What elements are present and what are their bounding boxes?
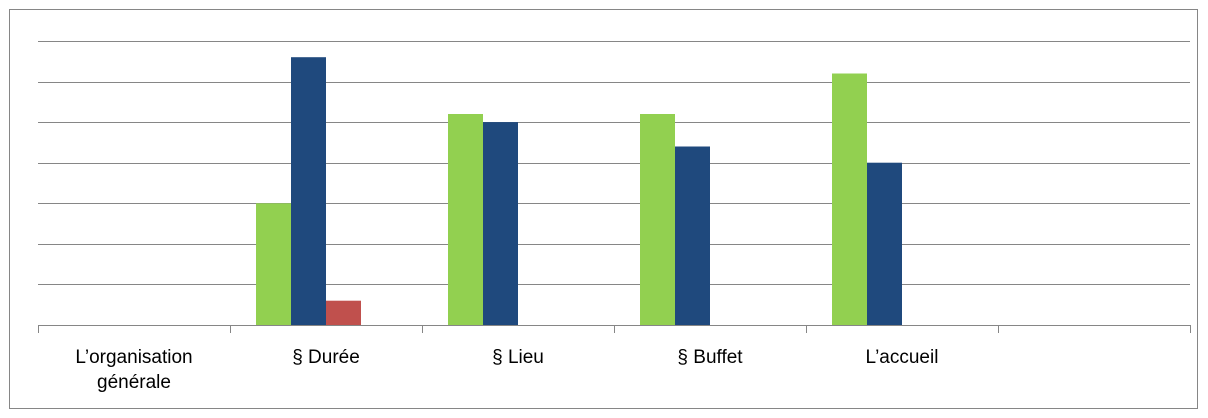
bar-series-2-cat-2: [291, 57, 326, 325]
x-tick-label: § Buffet: [677, 347, 743, 368]
bar-series-1-cat-4: [640, 114, 675, 325]
x-tick-label: § Durée: [292, 347, 360, 368]
bar-series-1-cat-2: [256, 203, 291, 325]
x-tick-label: § Lieu: [492, 347, 544, 368]
bar-series-2-cat-5: [867, 162, 902, 325]
bar-series-2-cat-4: [675, 146, 710, 325]
x-axis: [38, 325, 1191, 333]
bar-series-2-cat-3: [483, 122, 518, 325]
bars: [256, 57, 902, 325]
gridlines: [38, 41, 1190, 285]
x-tick-label: L’organisation générale: [75, 347, 193, 393]
bar-series-3-cat-2: [326, 300, 361, 325]
bar-series-1-cat-5: [832, 73, 867, 325]
bar-series-1-cat-3: [448, 114, 483, 325]
chart-border: [9, 9, 1198, 409]
x-tick-label: L’accueil: [865, 347, 939, 368]
